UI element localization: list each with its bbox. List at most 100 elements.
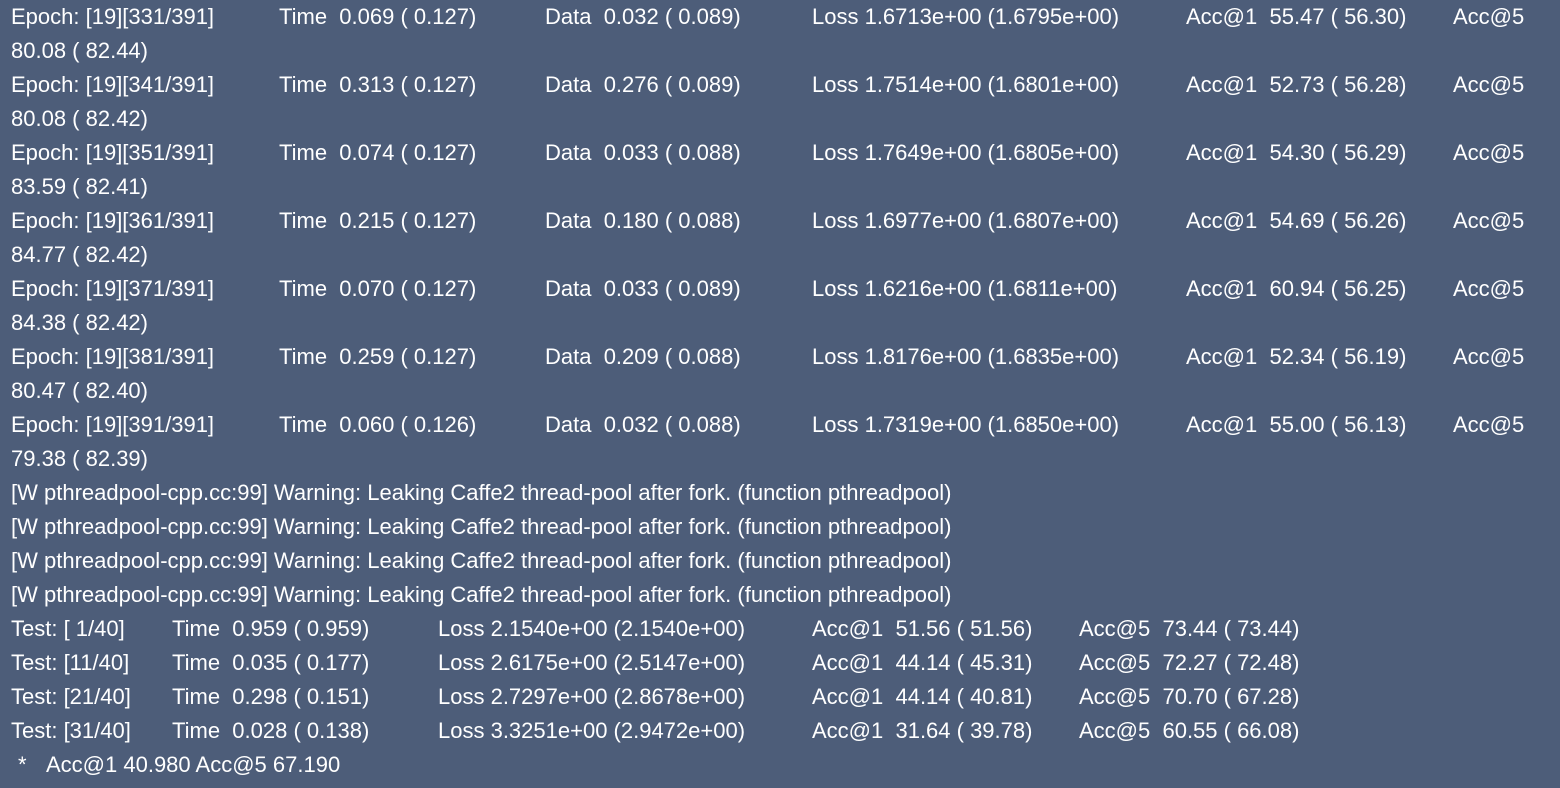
acc5-value: 84.77 ( 82.42) — [11, 242, 148, 267]
train-entry: Epoch: [19][371/391] Time 0.070 ( 0.127)… — [0, 272, 1560, 340]
acc1-value: Acc@1 54.30 ( 56.29) — [1186, 140, 1407, 165]
data-value: Data 0.032 ( 0.088) — [545, 412, 741, 437]
acc5-value: Acc@5 70.70 ( 67.28) — [1079, 684, 1300, 709]
epoch-label: Epoch: [19][391/391] — [11, 412, 215, 437]
time-value: Time 0.259 ( 0.127) — [279, 344, 477, 369]
acc1-value: Acc@1 60.94 ( 56.25) — [1186, 276, 1407, 301]
time-value: Time 0.035 ( 0.177) — [172, 650, 370, 675]
train-row-wrap: 84.77 ( 82.42) — [0, 238, 1560, 272]
time-value: Time 0.215 ( 0.127) — [279, 208, 477, 233]
data-value: Data 0.033 ( 0.089) — [545, 276, 741, 301]
loss-value: Loss 1.6216e+00 (1.6811e+00) — [812, 276, 1118, 301]
time-value: Time 0.313 ( 0.127) — [279, 72, 477, 97]
acc1-value: Acc@1 44.14 ( 40.81) — [812, 684, 1033, 709]
loss-value: Loss 1.8176e+00 (1.6835e+00) — [812, 344, 1120, 369]
warning-text: [W pthreadpool-cpp.cc:99] Warning: Leaki… — [11, 582, 952, 607]
acc5-label: Acc@5 — [1453, 344, 1525, 369]
train-entry: Epoch: [19][361/391] Time 0.215 ( 0.127)… — [0, 204, 1560, 272]
acc1-value: Acc@1 31.64 ( 39.78) — [812, 718, 1033, 743]
train-row-wrap: 84.38 ( 82.42) — [0, 306, 1560, 340]
loss-value: Loss 3.3251e+00 (2.9472e+00) — [438, 718, 746, 743]
epoch-label: Epoch: [19][371/391] — [11, 276, 215, 301]
acc5-value: 79.38 ( 82.39) — [11, 446, 148, 471]
acc1-value: Acc@1 55.47 ( 56.30) — [1186, 4, 1407, 29]
time-value: Time 0.060 ( 0.126) — [279, 412, 477, 437]
loss-value: Loss 1.6713e+00 (1.6795e+00) — [812, 4, 1120, 29]
train-row-wrap: 80.08 ( 82.44) — [0, 34, 1560, 68]
train-row-line: Epoch: [19][371/391] Time 0.070 ( 0.127)… — [0, 272, 1560, 306]
train-row-wrap: 80.47 ( 82.40) — [0, 374, 1560, 408]
warning-text: [W pthreadpool-cpp.cc:99] Warning: Leaki… — [11, 548, 952, 573]
time-value: Time 0.074 ( 0.127) — [279, 140, 477, 165]
data-value: Data 0.209 ( 0.088) — [545, 344, 741, 369]
warning-line: [W pthreadpool-cpp.cc:99] Warning: Leaki… — [0, 476, 1560, 510]
epoch-label: Epoch: [19][331/391] — [11, 4, 215, 29]
train-row-wrap: 79.38 ( 82.39) — [0, 442, 1560, 476]
test-row: Test: [31/40] Time 0.028 ( 0.138) Loss 3… — [0, 714, 1560, 748]
loss-value: Loss 2.7297e+00 (2.8678e+00) — [438, 684, 746, 709]
acc5-value: Acc@5 72.27 ( 72.48) — [1079, 650, 1300, 675]
train-row-wrap: 83.59 ( 82.41) — [0, 170, 1560, 204]
acc5-value: 80.47 ( 82.40) — [11, 378, 148, 403]
test-label: Test: [ 1/40] — [11, 616, 125, 641]
acc5-label: Acc@5 — [1453, 276, 1525, 301]
train-entry: Epoch: [19][351/391] Time 0.074 ( 0.127)… — [0, 136, 1560, 204]
acc5-label: Acc@5 — [1453, 4, 1525, 29]
epoch-label: Epoch: [19][361/391] — [11, 208, 215, 233]
epoch-label: Epoch: [19][381/391] — [11, 344, 215, 369]
loss-value: Loss 2.1540e+00 (2.1540e+00) — [438, 616, 746, 641]
time-value: Time 0.028 ( 0.138) — [172, 718, 370, 743]
acc5-label: Acc@5 — [1453, 72, 1525, 97]
acc5-value: 84.38 ( 82.42) — [11, 310, 148, 335]
warning-text: [W pthreadpool-cpp.cc:99] Warning: Leaki… — [11, 480, 952, 505]
test-row: Test: [21/40] Time 0.298 ( 0.151) Loss 2… — [0, 680, 1560, 714]
loss-value: Loss 1.7319e+00 (1.6850e+00) — [812, 412, 1120, 437]
train-row-line: Epoch: [19][361/391] Time 0.215 ( 0.127)… — [0, 204, 1560, 238]
acc1-value: Acc@1 51.56 ( 51.56) — [812, 616, 1033, 641]
train-entry: Epoch: [19][331/391] Time 0.069 ( 0.127)… — [0, 0, 1560, 68]
acc1-value: Acc@1 55.00 ( 56.13) — [1186, 412, 1407, 437]
loss-value: Loss 1.7649e+00 (1.6805e+00) — [812, 140, 1120, 165]
acc5-value: 83.59 ( 82.41) — [11, 174, 148, 199]
data-value: Data 0.180 ( 0.088) — [545, 208, 741, 233]
summary-marker: * — [18, 752, 27, 777]
warning-line: [W pthreadpool-cpp.cc:99] Warning: Leaki… — [0, 544, 1560, 578]
acc1-value: Acc@1 52.73 ( 56.28) — [1186, 72, 1407, 97]
acc5-value: Acc@5 73.44 ( 73.44) — [1079, 616, 1300, 641]
train-entry: Epoch: [19][391/391] Time 0.060 ( 0.126)… — [0, 408, 1560, 476]
train-row-line: Epoch: [19][341/391] Time 0.313 ( 0.127)… — [0, 68, 1560, 102]
test-label: Test: [21/40] — [11, 684, 131, 709]
data-value: Data 0.276 ( 0.089) — [545, 72, 741, 97]
test-row: Test: [ 1/40] Time 0.959 ( 0.959) Loss 2… — [0, 612, 1560, 646]
loss-value: Loss 1.7514e+00 (1.6801e+00) — [812, 72, 1120, 97]
train-log: Epoch: [19][331/391] Time 0.069 ( 0.127)… — [0, 0, 1560, 476]
test-log: Test: [ 1/40] Time 0.959 ( 0.959) Loss 2… — [0, 612, 1560, 748]
time-value: Time 0.298 ( 0.151) — [172, 684, 370, 709]
train-row-line: Epoch: [19][331/391] Time 0.069 ( 0.127)… — [0, 0, 1560, 34]
train-entry: Epoch: [19][381/391] Time 0.259 ( 0.127)… — [0, 340, 1560, 408]
warning-log: [W pthreadpool-cpp.cc:99] Warning: Leaki… — [0, 476, 1560, 612]
test-label: Test: [31/40] — [11, 718, 131, 743]
time-value: Time 0.069 ( 0.127) — [279, 4, 477, 29]
warning-text: [W pthreadpool-cpp.cc:99] Warning: Leaki… — [11, 514, 952, 539]
warning-line: [W pthreadpool-cpp.cc:99] Warning: Leaki… — [0, 578, 1560, 612]
test-label: Test: [11/40] — [11, 650, 130, 675]
acc5-value: Acc@5 60.55 ( 66.08) — [1079, 718, 1300, 743]
acc1-value: Acc@1 44.14 ( 45.31) — [812, 650, 1033, 675]
data-value: Data 0.032 ( 0.089) — [545, 4, 741, 29]
acc1-value: Acc@1 52.34 ( 56.19) — [1186, 344, 1407, 369]
train-entry: Epoch: [19][341/391] Time 0.313 ( 0.127)… — [0, 68, 1560, 136]
summary-text: Acc@1 40.980 Acc@5 67.190 — [46, 752, 341, 777]
train-row-line: Epoch: [19][351/391] Time 0.074 ( 0.127)… — [0, 136, 1560, 170]
acc5-value: 80.08 ( 82.44) — [11, 38, 148, 63]
data-value: Data 0.033 ( 0.088) — [545, 140, 741, 165]
time-value: Time 0.959 ( 0.959) — [172, 616, 370, 641]
acc1-value: Acc@1 54.69 ( 56.26) — [1186, 208, 1407, 233]
epoch-label: Epoch: [19][351/391] — [11, 140, 215, 165]
warning-line: [W pthreadpool-cpp.cc:99] Warning: Leaki… — [0, 510, 1560, 544]
loss-value: Loss 1.6977e+00 (1.6807e+00) — [812, 208, 1120, 233]
time-value: Time 0.070 ( 0.127) — [279, 276, 477, 301]
acc5-label: Acc@5 — [1453, 140, 1525, 165]
acc5-value: 80.08 ( 82.42) — [11, 106, 148, 131]
